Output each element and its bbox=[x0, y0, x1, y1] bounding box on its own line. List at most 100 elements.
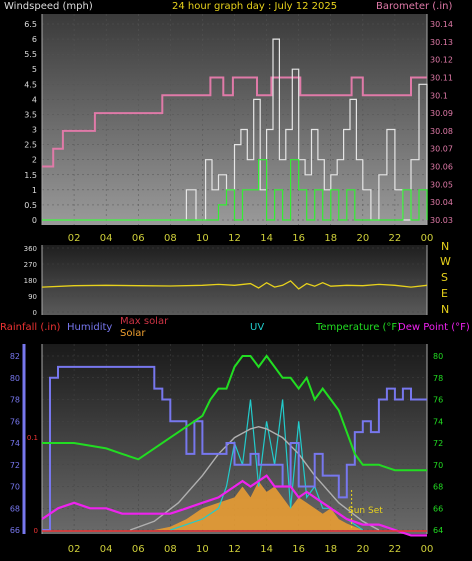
barometer-y-tick-label: 30.12 bbox=[430, 56, 453, 65]
compass-n-top: N bbox=[441, 240, 450, 253]
barometer-y-tick-label: 30.08 bbox=[430, 127, 453, 136]
barometer-series-line bbox=[42, 76, 427, 168]
direction-y-tick-label: 270 bbox=[24, 261, 37, 269]
direction-y-tick-label: 360 bbox=[24, 245, 37, 253]
wind-x-tick-label: 14 bbox=[260, 233, 273, 244]
temperature-x-tick-label: 04 bbox=[100, 544, 113, 555]
wind-y-tick-label: 5.5 bbox=[24, 50, 37, 59]
humidity-y-tick-label: 80 bbox=[10, 374, 20, 383]
wind-y-tick-label: 1.5 bbox=[24, 171, 37, 180]
max-solar-legend: Max solar bbox=[120, 316, 169, 327]
wind-x-tick-label: 16 bbox=[292, 233, 305, 244]
solar-area bbox=[154, 481, 363, 530]
wind-x-tick-label: 04 bbox=[100, 233, 113, 244]
graph-title: 24 hour graph day : July 12 2025 bbox=[172, 1, 338, 12]
wind-y-tick-label: 3.5 bbox=[24, 110, 37, 119]
compass-n-bottom: N bbox=[441, 303, 450, 316]
temperature-x-tick-label: 20 bbox=[356, 544, 369, 555]
wind-x-tick-label: 20 bbox=[356, 233, 369, 244]
compass-e: E bbox=[441, 287, 448, 300]
wind-y-tick-label: 6.5 bbox=[24, 20, 37, 29]
wind-y-tick-label: 2.5 bbox=[24, 141, 37, 150]
wind-x-tick-label: 08 bbox=[164, 233, 177, 244]
rain-legend: Rainfall (.in) bbox=[0, 322, 61, 333]
temperature-x-tick-label: 08 bbox=[164, 544, 177, 555]
wind-x-tick-label: 02 bbox=[68, 233, 81, 244]
barometer-y-tick-label: 30.07 bbox=[430, 145, 453, 154]
temperature-y-tick-label: 74 bbox=[433, 417, 443, 426]
humidity-series-line bbox=[42, 365, 427, 531]
humidity-y-tick-label: 78 bbox=[10, 396, 20, 405]
uv-legend: UV bbox=[250, 322, 265, 333]
direction-y-tick-label: 90 bbox=[28, 293, 37, 301]
wind-y-tick-label: 5 bbox=[32, 65, 37, 74]
humidity-y-tick-label: 72 bbox=[10, 461, 20, 470]
temperature-x-tick-label: 14 bbox=[260, 544, 273, 555]
barometer-y-tick-label: 30.04 bbox=[430, 198, 453, 207]
wind-y-tick-label: 4.5 bbox=[24, 80, 37, 89]
temperature-x-tick-label: 16 bbox=[292, 544, 305, 555]
direction-y-tick-label: 180 bbox=[24, 277, 37, 285]
sunset-annotation: Sun Set bbox=[348, 506, 383, 516]
wind-y-tick-label: 6 bbox=[32, 35, 37, 44]
temperature-y-tick-label: 68 bbox=[433, 483, 443, 492]
temperature-x-tick-label: 18 bbox=[324, 544, 337, 555]
wind-x-tick-label: 10 bbox=[196, 233, 209, 244]
wind-axis-title: Windspeed (mph) bbox=[4, 1, 93, 12]
barometer-y-tick-label: 30.13 bbox=[430, 38, 453, 47]
barometer-y-tick-label: 30.05 bbox=[430, 180, 453, 189]
temperature-y-tick-label: 66 bbox=[433, 504, 443, 513]
compass-s: S bbox=[441, 271, 448, 284]
humidity-y-tick-label: 66 bbox=[10, 526, 20, 535]
wind_avg-series-line bbox=[42, 159, 428, 221]
wind-y-tick-label: 0.5 bbox=[24, 201, 37, 210]
temperature-series-line bbox=[42, 354, 427, 472]
wind-x-tick-label: 22 bbox=[389, 233, 402, 244]
wind-y-tick-label: 0 bbox=[32, 216, 37, 225]
barometer-y-tick-label: 30.03 bbox=[430, 216, 453, 225]
temperature-y-tick-label: 72 bbox=[433, 439, 443, 448]
temperature-x-tick-label: 22 bbox=[389, 544, 402, 555]
temperature-x-tick-label: 10 bbox=[196, 544, 209, 555]
temperature-x-tick-label: 00 bbox=[421, 544, 434, 555]
barometer-y-tick-label: 30.11 bbox=[430, 73, 453, 82]
wind-x-tick-label: 06 bbox=[132, 233, 145, 244]
temperature-x-tick-label: 12 bbox=[228, 544, 241, 555]
wind-y-tick-label: 2 bbox=[32, 156, 37, 165]
temperature-y-tick-label: 64 bbox=[433, 526, 443, 535]
direction-plot-area bbox=[42, 245, 427, 315]
humidity-y-tick-label: 70 bbox=[10, 483, 20, 492]
rain-y-tick-label: 0 bbox=[34, 527, 38, 535]
compass-w: W bbox=[440, 255, 451, 268]
temperature-y-tick-label: 76 bbox=[433, 396, 443, 405]
temperature-x-tick-label: 02 bbox=[68, 544, 81, 555]
humidity-y-tick-label: 74 bbox=[10, 439, 20, 448]
barometer-axis-title: Barometer (.in) bbox=[376, 1, 453, 12]
uv-series-line bbox=[170, 399, 364, 531]
temperature-y-tick-label: 78 bbox=[433, 374, 443, 383]
barometer-y-tick-label: 30.14 bbox=[430, 20, 453, 29]
temperature-y-tick-label: 80 bbox=[433, 352, 443, 361]
barometer-y-tick-label: 30.06 bbox=[430, 163, 453, 172]
humidity-y-tick-label: 68 bbox=[10, 504, 20, 513]
wind-y-tick-label: 1 bbox=[32, 186, 37, 195]
direction-y-tick-label: 0 bbox=[33, 309, 37, 317]
solar-legend: Solar bbox=[120, 328, 146, 339]
temperature-legend: Temperature (°F) bbox=[316, 322, 402, 333]
wind-x-tick-label: 00 bbox=[421, 233, 434, 244]
barometer-y-tick-label: 30.1 bbox=[430, 91, 448, 100]
max-solar-series-line bbox=[129, 425, 380, 531]
humidity-legend: Humidity bbox=[67, 322, 113, 333]
wind-y-tick-label: 4 bbox=[32, 95, 37, 104]
direction-series-line bbox=[41, 280, 428, 290]
dewpoint-series-line bbox=[41, 474, 427, 537]
wind-y-tick-label: 3 bbox=[32, 126, 37, 135]
barometer-y-tick-label: 30.09 bbox=[430, 109, 453, 118]
wind-x-tick-label: 12 bbox=[228, 233, 241, 244]
wind-x-tick-label: 18 bbox=[324, 233, 337, 244]
temperature-y-tick-label: 70 bbox=[433, 461, 443, 470]
humidity-y-tick-label: 76 bbox=[10, 417, 20, 426]
rain-y-tick-label: 0.1 bbox=[27, 434, 38, 442]
